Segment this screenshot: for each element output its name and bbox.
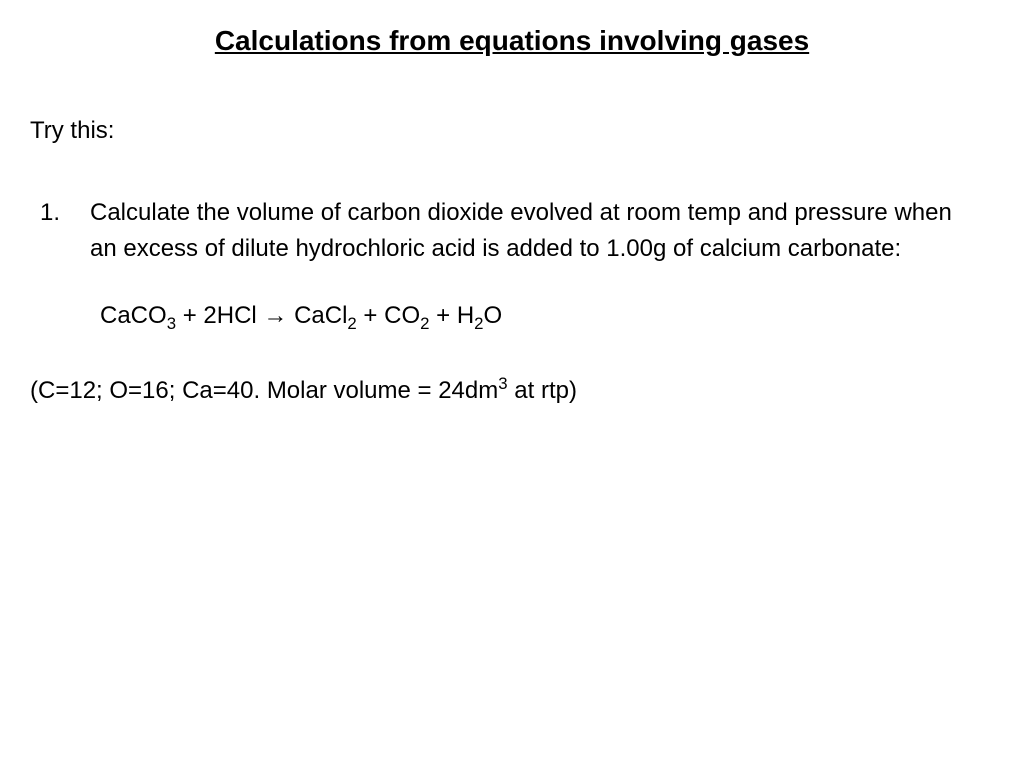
plus-text: + 2HCl	[176, 302, 263, 329]
plus-text: + CO	[357, 302, 420, 329]
info-suffix: at rtp)	[508, 377, 577, 404]
h2o-end: O	[484, 302, 503, 329]
product-cacl2: CaCl2	[294, 302, 357, 329]
question-text: Calculate the volume of carbon dioxide e…	[90, 195, 994, 267]
plus-text: + H	[429, 302, 474, 329]
question-item: 1. Calculate the volume of carbon dioxid…	[30, 195, 994, 267]
info-line: (C=12; O=16; Ca=40. Molar volume = 24dm3…	[30, 374, 994, 405]
question-block: 1. Calculate the volume of carbon dioxid…	[30, 195, 994, 334]
h2o-sub: 2	[474, 314, 483, 333]
subtitle-text: Try this:	[30, 117, 994, 145]
info-prefix: (C=12; O=16; Ca=40. Molar volume = 24dm	[30, 377, 498, 404]
info-superscript: 3	[498, 374, 507, 393]
reactant-caco3: CaCO3	[100, 302, 176, 329]
question-number: 1.	[30, 195, 90, 267]
arrow-icon: →	[263, 302, 287, 329]
page-title: Calculations from equations involving ga…	[30, 25, 994, 57]
chemical-equation: CaCO3 + 2HCl → CaCl2 + CO2 + H2O	[100, 302, 994, 334]
